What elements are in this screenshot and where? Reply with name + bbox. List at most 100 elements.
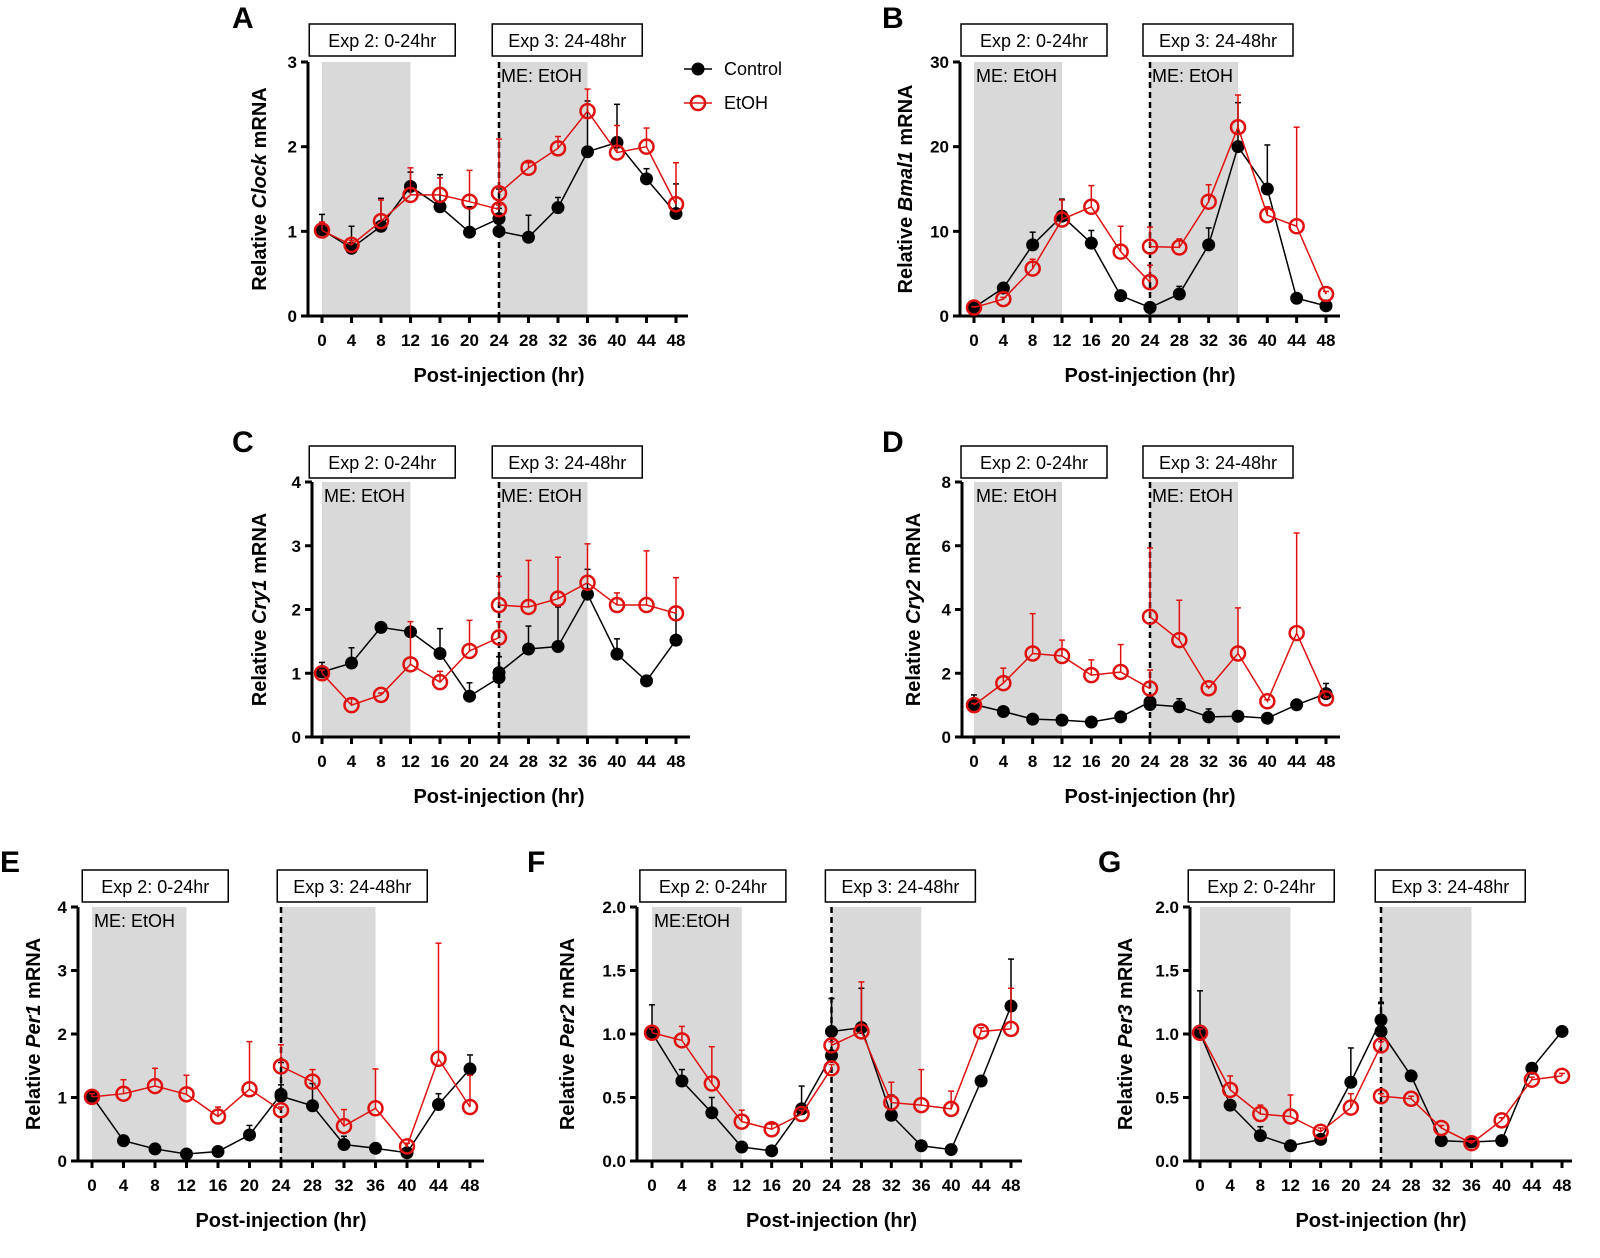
y-tick-label: 20	[930, 138, 949, 157]
shaded-region	[1381, 907, 1472, 1161]
data-point	[1231, 709, 1245, 723]
data-point	[884, 1108, 898, 1122]
data-point	[243, 1128, 256, 1142]
data-point	[398, 1138, 416, 1155]
panel-letter: F	[527, 846, 545, 879]
me-label: ME: EtOH	[976, 66, 1057, 86]
data-point	[675, 1074, 689, 1088]
panel-letter: C	[232, 426, 254, 459]
x-tick-label: 28	[1170, 331, 1189, 350]
y-tick-label: 4	[942, 601, 952, 620]
y-tick-label: 0.0	[602, 1152, 626, 1171]
x-tick-label: 16	[209, 1176, 228, 1195]
data-point	[1229, 645, 1247, 662]
panel-letter: G	[1098, 846, 1121, 879]
data-point	[579, 574, 596, 591]
x-tick-label: 28	[519, 331, 538, 350]
data-point	[549, 140, 567, 157]
data-point	[1171, 631, 1188, 649]
data-point	[974, 1074, 988, 1088]
x-tick-label: 0	[647, 1176, 656, 1195]
data-point	[823, 1060, 840, 1077]
series-line	[831, 1028, 1012, 1110]
y-axis-title-gene: Per3	[1115, 1005, 1137, 1048]
data-point	[367, 1100, 384, 1117]
x-tick-label: 24	[1141, 752, 1160, 771]
data-point	[1083, 666, 1100, 684]
data-point	[520, 598, 537, 616]
data-point	[608, 596, 626, 614]
shaded-region	[499, 62, 588, 316]
data-point	[1288, 624, 1305, 642]
experiment-box-label: Exp 2: 0-24hr	[980, 31, 1088, 51]
x-tick-label: 4	[1225, 1176, 1235, 1195]
series-control	[85, 1054, 477, 1161]
data-point	[180, 1147, 193, 1161]
experiment-box	[1142, 445, 1294, 479]
me-label: ME: EtOH	[1152, 486, 1233, 506]
x-tick-label: 12	[1281, 1176, 1300, 1195]
x-tick-label: 20	[460, 752, 479, 771]
series-line	[1149, 616, 1327, 703]
y-axis-title: Relative Clock mRNA	[249, 87, 271, 290]
series-etoh	[83, 942, 479, 1155]
x-tick-label: 40	[1258, 752, 1277, 771]
y-tick-label: 3	[58, 962, 67, 981]
data-point	[1319, 299, 1333, 313]
x-tick-label: 16	[762, 1176, 781, 1195]
data-point	[343, 236, 360, 254]
experiment-box-label: Exp 3: 24-48hr	[1159, 31, 1277, 51]
data-point	[492, 224, 506, 238]
data-point	[914, 1139, 928, 1153]
experiment-box-label: Exp 3: 24-48hr	[1159, 453, 1277, 473]
data-point	[610, 647, 624, 661]
x-tick-label: 0	[969, 752, 978, 771]
y-axis-title: Relative Bmal1 mRNA	[895, 85, 917, 294]
x-tick-label: 20	[460, 331, 479, 350]
data-point	[1229, 118, 1247, 136]
data-point	[667, 195, 685, 213]
data-point	[1290, 291, 1304, 305]
legend-label: EtOH	[724, 93, 768, 113]
data-point	[1231, 140, 1245, 154]
data-point	[1084, 236, 1098, 250]
shaded-region	[1200, 907, 1291, 1161]
series-line	[973, 652, 1151, 706]
data-point	[795, 1102, 809, 1116]
legend: Control EtOH	[684, 59, 782, 113]
data-point	[1259, 693, 1276, 710]
data-point	[337, 1137, 351, 1151]
x-tick-label: 28	[303, 1176, 322, 1195]
panel-g: 0.00.51.01.52.00 4 8 12 16 20 24 28 32 36 40 44 48Po…	[1098, 846, 1572, 1232]
data-point	[1171, 239, 1188, 256]
y-tick-label: 3	[292, 537, 301, 556]
x-tick-label: 32	[335, 1176, 354, 1195]
data-point	[1463, 1134, 1480, 1152]
data-point	[1114, 289, 1128, 303]
x-tick-label: 16	[431, 331, 450, 350]
y-axis-title-gene: Per2	[557, 1005, 579, 1048]
data-point	[1290, 698, 1304, 712]
data-point	[1112, 243, 1129, 260]
data-point	[1312, 1123, 1329, 1141]
data-point	[1523, 1071, 1541, 1088]
experiment-box-label: Exp 2: 0-24hr	[328, 453, 436, 473]
data-point	[431, 673, 449, 691]
y-tick-label: 30	[930, 53, 949, 72]
data-point	[345, 656, 358, 670]
data-point	[490, 629, 508, 646]
experiment-box	[1142, 23, 1294, 57]
data-point	[1259, 206, 1276, 224]
data-point	[581, 145, 594, 159]
experiment-box-label: Exp 3: 24-48hr	[293, 877, 411, 897]
x-tick-label: 0	[1195, 1176, 1204, 1195]
data-point	[1002, 1020, 1020, 1038]
data-point	[1221, 1081, 1239, 1099]
me-label: ME: EtOH	[1152, 66, 1233, 86]
panel-letter: B	[882, 2, 904, 35]
x-tick-label: 44	[637, 752, 656, 771]
experiment-box	[960, 23, 1108, 57]
shaded-region	[322, 62, 411, 316]
data-point	[853, 1023, 870, 1040]
